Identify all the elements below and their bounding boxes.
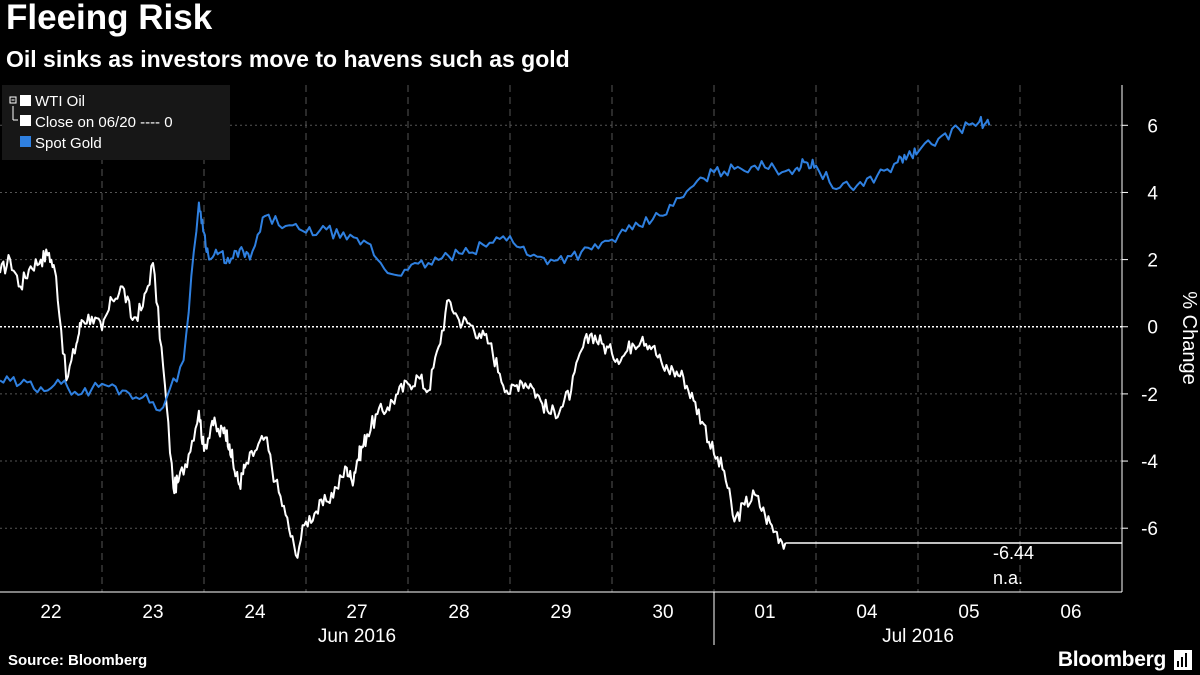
legend-swatch-close bbox=[20, 115, 31, 126]
legend: WTI Oil Close on 06/20 ---- 0 Spot Gold bbox=[2, 85, 230, 160]
y-tick-label: 4 bbox=[1147, 183, 1158, 204]
legend-collapse-icon[interactable] bbox=[9, 96, 17, 104]
y-tick-label: 6 bbox=[1147, 116, 1158, 137]
month-label-jun: Jun 2016 bbox=[318, 626, 396, 647]
y-tick-label: -4 bbox=[1141, 452, 1158, 473]
x-tick-label: 04 bbox=[856, 602, 878, 623]
y-axis-title: % Change bbox=[1178, 291, 1200, 384]
legend-label-gold: Spot Gold bbox=[35, 135, 102, 152]
last-value-callout: -6.44 n.a. bbox=[993, 543, 1034, 588]
y-tick-label: 0 bbox=[1147, 318, 1158, 339]
x-tick-label: 23 bbox=[142, 602, 163, 623]
chart-subtitle: Oil sinks as investors move to havens su… bbox=[6, 46, 570, 72]
x-tick-label: 29 bbox=[550, 602, 571, 623]
bloomberg-terminal-icon bbox=[1174, 650, 1192, 670]
y-tick-label: 2 bbox=[1147, 251, 1158, 272]
series-layer bbox=[0, 115, 1122, 559]
brand-logo-text: Bloomberg bbox=[1057, 648, 1166, 671]
gold-series-line bbox=[0, 115, 991, 412]
x-tick-label: 06 bbox=[1060, 602, 1081, 623]
x-tick-label: 28 bbox=[448, 602, 469, 623]
legend-label-oil: WTI Oil bbox=[35, 93, 85, 110]
grid-layer bbox=[0, 85, 1122, 592]
x-tick-label: 24 bbox=[244, 602, 266, 623]
month-label-jul: Jul 2016 bbox=[882, 626, 954, 647]
legend-swatch-oil bbox=[20, 95, 31, 106]
y-tick-label: -6 bbox=[1141, 519, 1158, 540]
x-tick-label: 01 bbox=[754, 602, 775, 623]
x-tick-label: 22 bbox=[40, 602, 61, 623]
y-tick-label: -2 bbox=[1141, 385, 1158, 406]
x-tick-label: 30 bbox=[652, 602, 673, 623]
axis-layer: 6 4 2 0 -2 -4 -6 22 23 24 27 28 29 30 01 04 05 06 Jun 2016… bbox=[0, 85, 1158, 647]
na-label: n.a. bbox=[993, 568, 1023, 588]
last-value-label: -6.44 bbox=[993, 543, 1034, 563]
legend-label-close: Close on 06/20 ---- 0 bbox=[35, 114, 173, 131]
legend-swatch-gold bbox=[20, 136, 31, 147]
source-note: Source: Bloomberg bbox=[8, 652, 148, 669]
oil-series-line bbox=[0, 248, 787, 559]
x-tick-label: 27 bbox=[346, 602, 367, 623]
legend-background bbox=[2, 85, 230, 160]
chart-title: Fleeing Risk bbox=[6, 0, 213, 37]
x-tick-label: 05 bbox=[958, 602, 979, 623]
